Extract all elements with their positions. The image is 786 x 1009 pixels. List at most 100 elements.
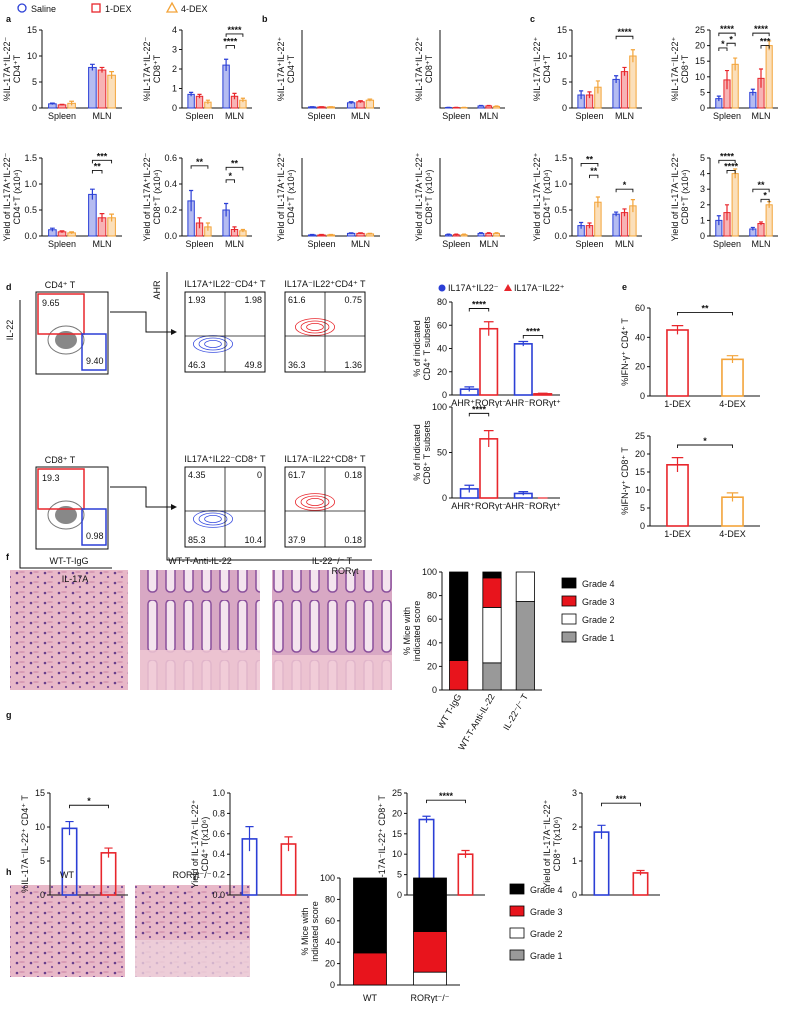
significance-label: **** <box>720 151 735 161</box>
y-axis-label: CD4⁺T <box>286 54 296 83</box>
error-bar <box>724 204 730 221</box>
legend-swatch <box>509 905 525 917</box>
flow-contour <box>294 493 335 511</box>
y-tick-label: 5 <box>40 856 45 866</box>
gate-value: 0.98 <box>86 531 104 541</box>
y-tick-label: 0 <box>397 890 402 900</box>
y-tick-label: 1 <box>172 84 177 94</box>
image-caption: WT <box>60 870 74 880</box>
significance-label: ** <box>196 157 204 167</box>
significance-bracket <box>225 33 244 37</box>
error-bar <box>494 232 499 235</box>
axis <box>451 407 560 499</box>
error-bar <box>483 430 494 448</box>
quadrant-value: 36.3 <box>288 360 306 370</box>
significance-label: **** <box>724 161 739 171</box>
legend-swatch <box>509 949 525 961</box>
error-bar <box>726 492 739 502</box>
legend-label: IL17A⁺IL22⁻ <box>448 283 499 293</box>
error-bar <box>109 213 114 222</box>
x-tick-label: Spleen <box>307 239 335 249</box>
image-caption: RORγt⁻/⁻ <box>172 870 211 880</box>
y-tick-label: 40 <box>325 937 335 947</box>
histology-image <box>272 655 392 690</box>
error-bar <box>454 233 459 236</box>
y-axis-label: indicated score <box>310 901 320 962</box>
significance-label: ** <box>586 154 594 164</box>
x-tick-label: Spleen <box>575 111 603 121</box>
x-tick-label: Spleen <box>575 239 603 249</box>
x-tick-label: MLN <box>92 111 111 121</box>
significance-label: **** <box>472 300 487 310</box>
significance-label: ** <box>590 166 598 176</box>
x-tick-label: Spleen <box>48 111 76 121</box>
bar <box>620 71 629 109</box>
significance-bracket <box>718 159 736 164</box>
y-tick-label: 0.6 <box>212 829 225 839</box>
legend-swatch <box>561 631 577 643</box>
bar <box>222 64 230 109</box>
bar <box>666 463 689 527</box>
y-axis-label: %IL-17A⁻IL-22⁺ CD4⁺ T <box>20 795 30 893</box>
bar <box>97 69 107 109</box>
axis <box>301 30 380 109</box>
y-axis-label: CD8⁺T (x10⁴) <box>680 170 690 225</box>
significance-bracket <box>601 802 641 807</box>
bar-segment <box>413 877 447 932</box>
y-axis-label: CD4⁺T <box>542 54 552 83</box>
y-axis-label: % of indicated <box>412 320 422 377</box>
legend-label: Grade 1 <box>530 951 563 961</box>
flow-title: IL17A⁻IL22⁺CD4⁺ T <box>284 279 366 289</box>
y-tick-label: 3 <box>172 45 177 55</box>
significance-bracket <box>752 32 770 37</box>
y-tick-label: 0 <box>172 103 177 113</box>
quadrant-value: 61.6 <box>288 295 306 305</box>
bar-segment <box>413 971 447 986</box>
axis-label: IL-17A <box>62 574 89 584</box>
quadrant-value: 1.93 <box>188 295 206 305</box>
y-tick-label: 0.8 <box>212 808 225 818</box>
error-bar <box>464 484 475 493</box>
y-axis-label: Yield of IL-17A⁻IL-22⁺ <box>542 799 552 888</box>
y-tick-label: 25 <box>635 431 645 441</box>
error-bar <box>99 213 105 222</box>
histology-image <box>10 885 125 977</box>
y-tick-label: 5 <box>700 87 705 97</box>
significance-bracket <box>69 804 109 809</box>
bar <box>187 93 195 109</box>
y-axis-label: %IL-17A⁺IL-22⁻ <box>142 36 152 101</box>
panel-label: h <box>6 867 12 877</box>
y-tick-label: 1.5 <box>554 153 567 163</box>
error-bar <box>671 457 684 472</box>
error-bar <box>614 211 619 217</box>
flow-contour <box>204 515 222 524</box>
bar <box>479 438 499 499</box>
error-bar <box>328 233 334 236</box>
error-bar <box>240 97 245 103</box>
significance-bracket <box>225 179 235 183</box>
y-tick-label: 20 <box>635 362 645 372</box>
bar-segment <box>482 571 502 579</box>
y-tick-label: 0.5 <box>24 205 37 215</box>
significance-label: **** <box>526 326 541 336</box>
y-tick-label: 60 <box>437 320 447 330</box>
error-bar <box>59 230 65 233</box>
error-bar <box>587 91 592 99</box>
significance-bracket <box>760 45 770 49</box>
bar-segment <box>413 931 447 973</box>
legend-swatch <box>561 595 577 607</box>
x-tick-label: AHR⁻RORγt⁺ <box>505 398 561 408</box>
legend-marker <box>438 284 446 292</box>
axis-label: IL-22 <box>5 320 15 341</box>
significance-label: * <box>729 34 733 44</box>
error-bar <box>479 104 483 107</box>
x-tick-label: Spleen <box>442 239 470 249</box>
y-tick-label: 60 <box>635 303 645 313</box>
y-tick-label: 0 <box>562 103 567 113</box>
y-axis-label: CD4⁺T (x10⁴) <box>286 170 296 225</box>
x-tick-label: MLN <box>225 111 244 121</box>
x-tick-label: Spleen <box>48 239 76 249</box>
significance-bracket <box>718 32 736 37</box>
bar <box>731 63 739 109</box>
error-bar <box>750 88 755 96</box>
